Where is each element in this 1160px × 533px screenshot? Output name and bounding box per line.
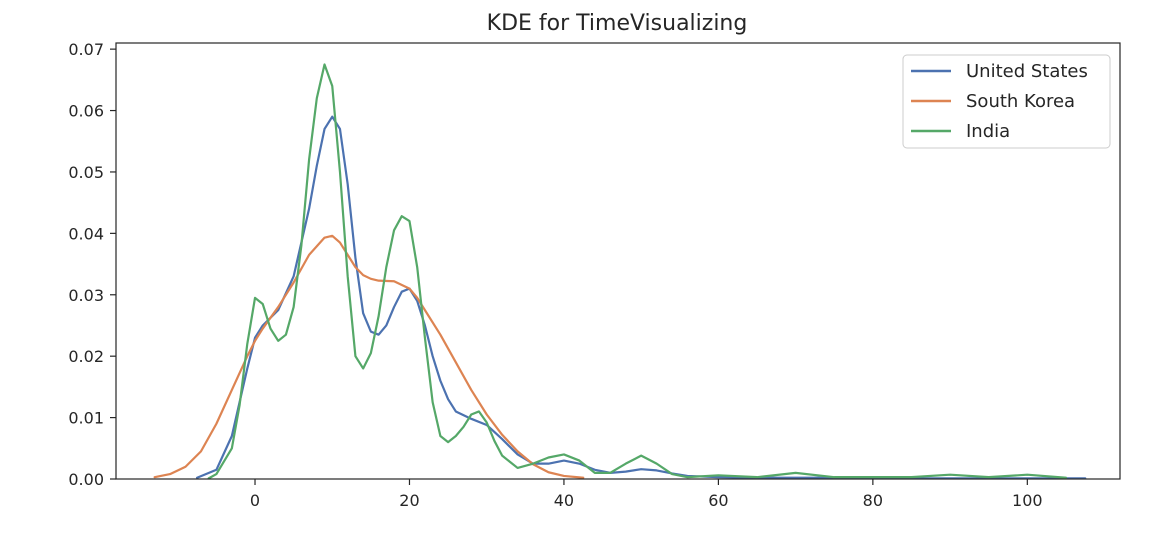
- x-tick-label: 60: [708, 491, 728, 510]
- x-tick-label: 80: [863, 491, 883, 510]
- y-tick-label: 0.05: [68, 163, 104, 182]
- y-tick-label: 0.04: [68, 224, 104, 243]
- x-tick-label: 40: [554, 491, 574, 510]
- y-tick-label: 0.03: [68, 286, 104, 305]
- x-tick-label: 0: [250, 491, 260, 510]
- y-tick-label: 0.06: [68, 102, 104, 121]
- series-layer: [153, 63, 1087, 480]
- y-tick-label: 0.02: [68, 347, 104, 366]
- axes-layer: 0 20 40 60 80 100 0.00 0.01 0.02 0.03 0.04 0.05 0.06…: [68, 40, 1121, 510]
- y-tick-label: 0.07: [68, 40, 104, 59]
- legend: United States South Korea India: [902, 54, 1111, 149]
- y-tick-label: 0.01: [68, 409, 104, 428]
- legend-box: [902, 54, 1111, 149]
- chart-title: KDE for TimeVisualizing: [487, 11, 748, 36]
- plot-frame: [115, 42, 1121, 480]
- series-line-india: [207, 63, 1068, 480]
- legend-label: South Korea: [966, 91, 1075, 112]
- series-line-united-states: [195, 115, 1087, 480]
- legend-label: United States: [966, 61, 1088, 82]
- x-tick-label: 20: [399, 491, 419, 510]
- x-tick-label: 100: [1012, 491, 1043, 510]
- y-tick-label: 0.00: [68, 470, 104, 489]
- legend-label: India: [966, 121, 1010, 142]
- series-line-south-korea: [153, 234, 585, 479]
